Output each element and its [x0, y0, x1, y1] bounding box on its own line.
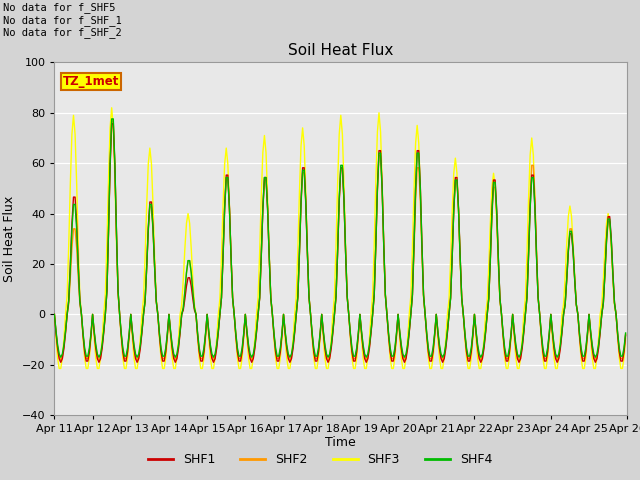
SHF2 [622, 331, 630, 337]
SHF1 [303, 249, 311, 255]
SHF3 [55, 366, 63, 372]
SHF3 [243, 336, 251, 341]
SHF4 [593, 351, 601, 357]
SHF2 [51, 312, 58, 317]
SHF3 [253, 312, 260, 317]
SHF1 [622, 332, 630, 338]
SHF2 [224, 175, 232, 180]
SHF2 [57, 357, 65, 363]
SHF1 [253, 330, 260, 336]
Line: SHF1: SHF1 [54, 124, 626, 362]
Text: No data for f_SHF5
No data for f_SHF_1
No data for f_SHF_2: No data for f_SHF5 No data for f_SHF_1 N… [3, 2, 122, 38]
SHF1 [51, 312, 58, 317]
SHF1 [124, 349, 131, 355]
Legend: SHF1, SHF2, SHF3, SHF4: SHF1, SHF2, SHF3, SHF4 [143, 448, 497, 471]
SHF3 [124, 355, 131, 360]
Text: TZ_1met: TZ_1met [63, 75, 120, 88]
SHF2 [253, 329, 260, 335]
SHF1 [57, 360, 65, 365]
SHF3 [622, 336, 630, 341]
SHF3 [593, 355, 601, 360]
SHF4 [224, 175, 232, 180]
SHF4 [303, 250, 311, 256]
SHF3 [51, 312, 58, 317]
SHF3 [108, 105, 116, 111]
SHF1 [108, 121, 116, 127]
SHF2 [108, 119, 116, 124]
SHF4 [124, 345, 131, 351]
SHF2 [124, 347, 131, 353]
SHF4 [622, 330, 630, 336]
SHF4 [243, 328, 251, 334]
Y-axis label: Soil Heat Flux: Soil Heat Flux [3, 196, 16, 282]
SHF1 [224, 172, 232, 178]
Line: SHF2: SHF2 [54, 121, 626, 360]
SHF1 [243, 330, 251, 336]
SHF1 [593, 356, 601, 361]
SHF4 [57, 354, 65, 360]
SHF3 [224, 161, 232, 167]
SHF4 [51, 312, 58, 317]
SHF2 [243, 329, 251, 335]
SHF3 [303, 247, 311, 253]
X-axis label: Time: Time [325, 436, 356, 449]
SHF2 [303, 251, 311, 257]
SHF4 [253, 328, 260, 334]
SHF2 [593, 353, 601, 359]
Title: Soil Heat Flux: Soil Heat Flux [288, 44, 394, 59]
SHF4 [108, 116, 116, 122]
Line: SHF4: SHF4 [54, 119, 626, 357]
Line: SHF3: SHF3 [54, 108, 626, 369]
